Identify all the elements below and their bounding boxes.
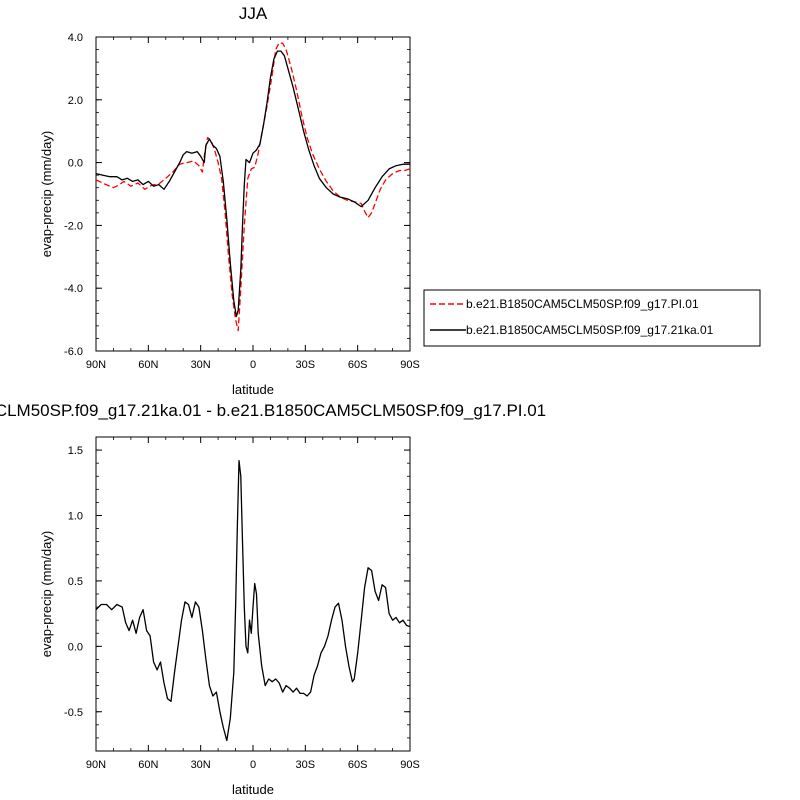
p0-y-tick-label: 4.0 [68, 32, 83, 44]
p1-series-line-0 [95, 459, 411, 742]
p0-x-tick-label: 60N [138, 359, 158, 371]
p1-y-tick-label: 1.0 [68, 511, 83, 523]
p1-y-tick-label: -0.5 [64, 707, 83, 719]
p1-x-tick-label: 60N [138, 759, 158, 771]
legend: b.e21.B1850CAM5CLM50SP.f09_g17.PI.01 b.e… [423, 289, 761, 347]
p1-x-tick-label: 30S [296, 759, 316, 771]
top-panel-x-axis-label: latitude [232, 382, 274, 397]
p0-x-tick-label: 30N [191, 359, 211, 371]
bottom-panel: AM5CLM50SP.f09_g17.21ka.01 - b.e21.B1850… [0, 401, 546, 797]
p0-y-tick-label: 2.0 [68, 95, 83, 107]
bottom-panel-x-axis-label: latitude [232, 782, 274, 797]
p1-x-tick-label: 90N [86, 759, 106, 771]
p1-x-tick-label: 30N [191, 759, 211, 771]
legend-box [423, 289, 761, 347]
p1-plot-frame [95, 436, 411, 752]
p0-series-line-0 [95, 42, 411, 332]
p1-x-tick-label: 90S [400, 759, 420, 771]
bottom-panel-title: AM5CLM50SP.f09_g17.21ka.01 - b.e21.B1850… [0, 401, 546, 420]
p0-x-tick-label: 30S [296, 359, 316, 371]
p0-x-tick-label: 90N [86, 359, 106, 371]
p1-x-tick-label: 0 [250, 759, 256, 771]
p0-y-tick-label: -4.0 [64, 283, 83, 295]
p0-y-tick-label: -2.0 [64, 220, 83, 232]
top-panel: JJA evap-precip (mm/day) latitude 90N 60N… [39, 4, 420, 397]
legend-label-pi: b.e21.B1850CAM5CLM50SP.f09_g17.PI.01 [466, 297, 699, 311]
p0-x-tick-label: 0 [250, 359, 256, 371]
p1-y-tick-label: 1.5 [68, 445, 83, 457]
bottom-panel-y-axis-label: evap-precip (mm/day) [39, 531, 54, 657]
p1-y-tick-label: 0.5 [68, 576, 83, 588]
p0-y-tick-label: 0.0 [68, 158, 83, 170]
p0-series-line-1 [95, 50, 410, 318]
p0-x-tick-label: 90S [400, 359, 420, 371]
p1-x-tick-label: 60S [348, 759, 368, 771]
p0-y-tick-label: -6.0 [64, 346, 83, 358]
legend-label-21ka: b.e21.B1850CAM5CLM50SP.f09_g17.21ka.01 [466, 323, 714, 337]
p0-plot-frame [95, 36, 411, 352]
p0-x-tick-label: 60S [348, 359, 368, 371]
top-panel-title: JJA [239, 4, 268, 23]
p1-y-tick-label: 0.0 [68, 641, 83, 653]
top-panel-y-axis-label: evap-precip (mm/day) [39, 131, 54, 257]
